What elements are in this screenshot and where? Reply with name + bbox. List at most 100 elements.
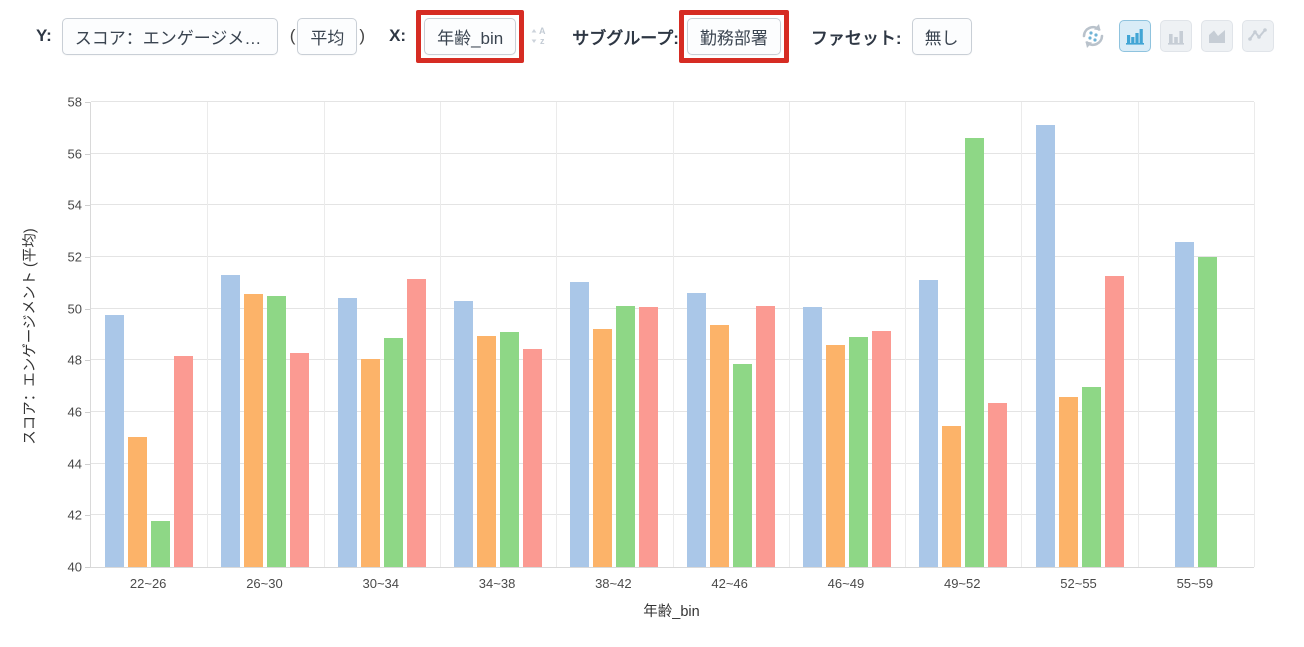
y-tick-label: 42: [67, 507, 82, 523]
y-tick-label: 56: [67, 146, 82, 162]
bar-group: [789, 102, 905, 567]
gridline-x: [323, 102, 325, 567]
y-tick-mark: [85, 567, 90, 568]
bar-subgroup-2: [128, 436, 148, 567]
subgroup-field-highlight: 勤務部署: [678, 9, 789, 63]
y-axis-label: Y:: [36, 26, 52, 45]
gridline-x: [556, 102, 558, 567]
bar-chart-button[interactable]: [1119, 20, 1151, 52]
bar-subgroup-4: [988, 402, 1008, 567]
paren-open: (: [289, 26, 296, 45]
x-tick-label: 42~46: [711, 576, 748, 591]
bar-subgroup-1: [221, 275, 241, 567]
y-axis: 40 42 44 46 48 50 52 54 56 58: [0, 95, 90, 575]
line-chart-button[interactable]: [1242, 20, 1274, 52]
bar-subgroup-3: [151, 520, 171, 567]
chart-type-toolbar: [1076, 19, 1274, 53]
bar-subgroup-2: [593, 329, 613, 567]
x-tick-label: 26~30: [246, 576, 283, 591]
y-tick-mark: [85, 411, 90, 413]
bar-subgroup-1: [1035, 125, 1055, 567]
bar-group: [1021, 102, 1137, 567]
bar-subgroup-4: [639, 307, 659, 567]
x-tick-label: 52~55: [1060, 576, 1097, 591]
y-tick-label: 46: [67, 404, 82, 420]
y-tick-label: 48: [67, 352, 82, 368]
subgroup-field-select[interactable]: 勤務部署: [686, 17, 781, 55]
x-tick-label: 38~42: [595, 576, 632, 591]
bar-subgroup-3: [500, 331, 520, 567]
gridline-y: [91, 101, 1254, 102]
bar-subgroup-3: [848, 337, 868, 567]
gridline-x: [788, 102, 790, 567]
bar-subgroup-1: [919, 280, 939, 567]
bar-subgroup-2: [942, 426, 962, 567]
y-tick-label: 52: [67, 249, 82, 265]
bar-group: [440, 102, 556, 567]
y-tick-mark: [85, 463, 90, 465]
toolbar: Y: スコア：エンゲージメ… ( 平均 ) X: 年齢_bin A z サブグル…: [36, 9, 1274, 63]
facet-label: ファセット:: [810, 28, 902, 48]
gridline-x: [439, 102, 441, 567]
refresh-scatter-icon[interactable]: [1076, 19, 1110, 53]
y-tick-label: 54: [67, 197, 82, 213]
bar-subgroup-2: [360, 359, 380, 567]
bar-subgroup-1: [105, 315, 125, 567]
x-tick-label: 46~49: [827, 576, 865, 591]
bar-subgroup-3: [383, 338, 403, 567]
bar-subgroup-4: [406, 278, 426, 567]
bar-subgroup-2: [477, 335, 497, 567]
gridline-x: [1137, 102, 1139, 567]
bar-subgroup-4: [290, 352, 310, 567]
bar-group: [91, 102, 207, 567]
x-tick-label: 49~52: [943, 576, 981, 591]
gridline-x: [207, 102, 209, 567]
bar-subgroup-2: [709, 325, 729, 567]
svg-text:A: A: [539, 26, 546, 36]
svg-text:z: z: [540, 36, 545, 46]
column-chart-button[interactable]: [1160, 20, 1192, 52]
plot-area: [90, 101, 1255, 568]
bar-subgroup-2: [825, 344, 845, 567]
x-tick-label: 30~34: [362, 576, 399, 591]
x-tick-label: 55~59: [1176, 576, 1214, 591]
y-field-select[interactable]: スコア：エンゲージメ…: [61, 17, 278, 55]
x-field-select[interactable]: 年齢_bin: [424, 17, 517, 55]
paren-close: ): [359, 26, 366, 45]
aggregation-select[interactable]: 平均: [297, 17, 358, 55]
x-field-highlight: 年齢_bin: [416, 9, 525, 63]
bar-group: [324, 102, 440, 567]
bar-subgroup-4: [755, 306, 775, 567]
bar-subgroup-2: [244, 294, 264, 567]
x-tick-label: 22~26: [129, 576, 167, 591]
bar-subgroup-3: [616, 306, 636, 567]
facet-select[interactable]: 無し: [911, 17, 972, 55]
bar-group: [556, 102, 672, 567]
sort-az-icon[interactable]: A z: [528, 25, 550, 47]
y-tick-mark: [85, 515, 90, 517]
bar-subgroup-4: [523, 348, 543, 567]
y-tick-mark: [85, 102, 90, 103]
x-axis-label: X:: [389, 26, 407, 45]
bar-subgroup-1: [802, 307, 822, 567]
gridline-x: [1254, 102, 1255, 567]
bar-subgroup-1: [686, 293, 706, 567]
subgroup-label: サブグループ:: [572, 28, 679, 48]
bar-subgroup-1: [1174, 241, 1194, 567]
y-tick-mark: [85, 205, 90, 207]
bar-group: [905, 102, 1021, 567]
area-chart-button[interactable]: [1201, 20, 1233, 52]
y-tick-label: 40: [67, 559, 82, 575]
x-tick-label: 34~38: [478, 576, 516, 591]
bar-subgroup-4: [871, 330, 891, 567]
bar-group: [1138, 102, 1254, 567]
bar-subgroup-1: [570, 281, 590, 567]
bar-subgroup-1: [454, 300, 474, 567]
gridline-x: [672, 102, 674, 567]
bar-group: [673, 102, 789, 567]
bar-subgroup-4: [1104, 276, 1124, 567]
y-tick-label: 44: [67, 456, 82, 472]
bar-subgroup-3: [1081, 387, 1101, 567]
bar-subgroup-4: [174, 356, 194, 567]
gridline-x: [1021, 102, 1023, 567]
